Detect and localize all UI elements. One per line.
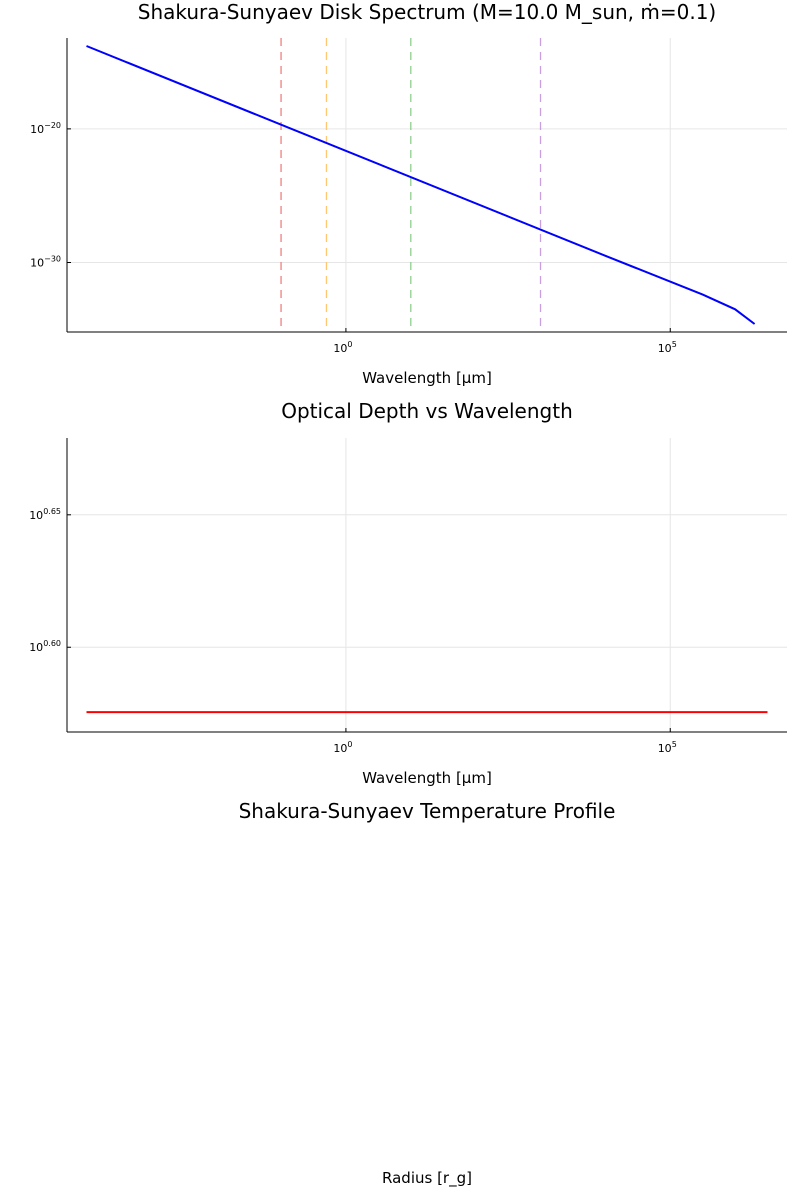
optical-depth-xlabel: Wavelength [μm] <box>362 769 492 787</box>
optical-depth-y-tick-label: 100.65 <box>29 507 61 522</box>
spectrum-marks <box>86 38 756 332</box>
optical-depth-panel: Optical Depth vs Wavelength 100 105 100.60… <box>29 399 787 787</box>
spectrum-title: Shakura-Sunyaev Disk Spectrum (M=10.0 M_… <box>138 0 717 24</box>
spectrum-y-tick-label: 10−20 <box>30 121 61 136</box>
spectrum-ticks: 100 105 10−30 10−20 <box>30 121 677 355</box>
spectrum-y-tick-label: 10−30 <box>30 255 61 270</box>
optical-depth-x-tick-label: 105 <box>658 740 677 755</box>
spectrum-xlabel: Wavelength [μm] <box>362 369 492 387</box>
optical-depth-x-tick-label: 100 <box>333 740 352 755</box>
spectrum-x-tick-label: 105 <box>658 340 677 355</box>
spectrum-x-tick-label: 100 <box>333 340 352 355</box>
spectrum-series-line <box>86 45 756 325</box>
optical-depth-y-tick-label: 100.60 <box>29 639 61 654</box>
temperature-xlabel: Radius [r_g] <box>382 1169 472 1188</box>
optical-depth-grid <box>67 438 787 732</box>
temperature-title: Shakura-Sunyaev Temperature Profile <box>239 799 616 823</box>
spectrum-grid <box>67 38 787 332</box>
temperature-panel: Shakura-Sunyaev Temperature Profile Radi… <box>239 799 616 1188</box>
optical-depth-title: Optical Depth vs Wavelength <box>281 399 573 423</box>
spectrum-panel: Shakura-Sunyaev Disk Spectrum (M=10.0 M_… <box>30 0 787 387</box>
optical-depth-ticks: 100 105 100.60 100.65 <box>29 507 677 755</box>
